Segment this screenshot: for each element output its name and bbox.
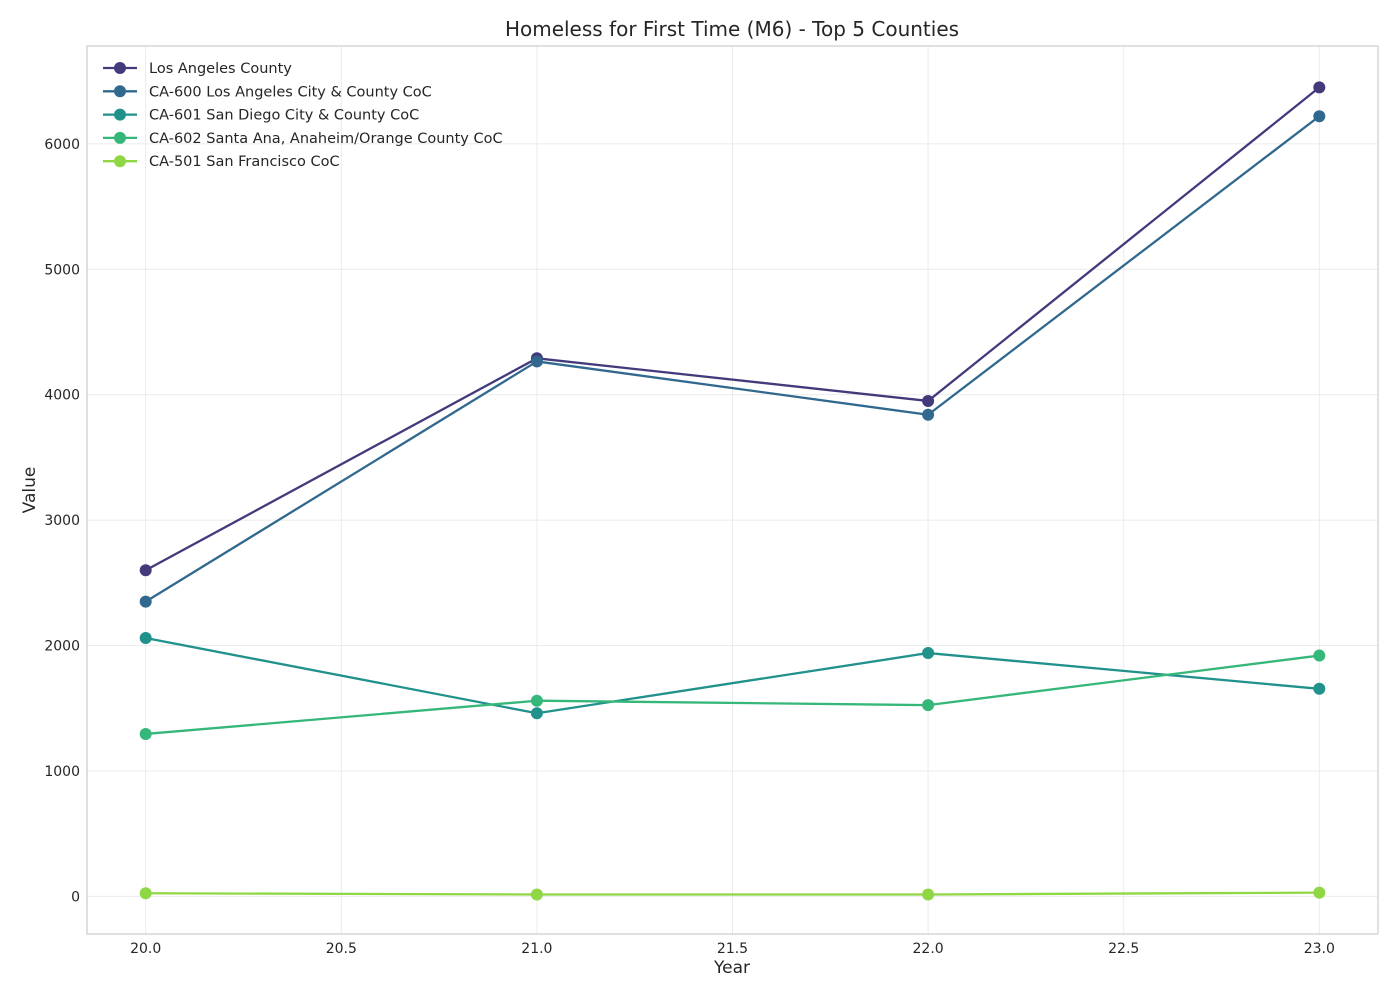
grid xyxy=(87,46,1378,934)
series-layer xyxy=(139,81,1326,901)
x-tick-label: 22.5 xyxy=(1108,941,1139,957)
data-point xyxy=(922,888,935,901)
x-axis-label: Year xyxy=(713,958,750,978)
legend-item: Los Angeles County xyxy=(103,61,292,77)
y-tick-label: 6000 xyxy=(44,137,80,153)
y-axis-label: Value xyxy=(20,467,40,514)
y-tick-label: 5000 xyxy=(44,262,80,278)
series-line xyxy=(145,654,1320,736)
legend-item: CA-602 Santa Ana, Anaheim/Orange County … xyxy=(103,131,503,147)
series-3 xyxy=(139,632,1326,720)
data-point xyxy=(139,632,152,644)
legend-marker xyxy=(114,85,126,98)
legend-marker xyxy=(114,62,126,74)
data-point xyxy=(922,408,935,421)
series-line xyxy=(145,86,1321,572)
y-tick-label: 4000 xyxy=(44,388,80,404)
series-2 xyxy=(139,110,1326,608)
x-tick-label: 22.0 xyxy=(913,941,944,957)
legend-label: CA-602 Santa Ana, Anaheim/Orange County … xyxy=(149,131,503,147)
series-line xyxy=(145,636,1320,715)
data-point xyxy=(530,707,543,720)
data-point xyxy=(922,647,935,660)
chart-title: Homeless for First Time (M6) - Top 5 Cou… xyxy=(505,17,959,41)
data-point xyxy=(1313,886,1326,899)
x-tick-label: 20.5 xyxy=(326,941,357,957)
tick-labels: 20.0 20.5 21.0 21.5 22.0 22.5 23.0 0 1000 2000 300… xyxy=(44,137,1335,957)
legend-marker xyxy=(114,131,126,144)
data-point xyxy=(530,694,543,707)
data-point xyxy=(139,564,152,577)
x-tick-label: 21.5 xyxy=(717,941,748,957)
data-point xyxy=(530,888,543,901)
legend-item: CA-501 San Francisco CoC xyxy=(103,154,340,170)
legend-item: CA-601 San Diego City & County CoC xyxy=(103,108,419,124)
series-line xyxy=(145,891,1320,896)
data-point xyxy=(139,595,152,608)
data-point xyxy=(139,727,152,740)
x-tick-label: 20.0 xyxy=(130,941,161,957)
legend-label: CA-501 San Francisco CoC xyxy=(149,154,340,170)
y-tick-label: 0 xyxy=(71,889,80,905)
x-tick-label: 21.0 xyxy=(521,941,552,957)
series-line xyxy=(145,115,1321,603)
legend-label: CA-601 San Diego City & County CoC xyxy=(149,108,419,124)
plot-frame xyxy=(86,45,1379,935)
data-point xyxy=(922,394,935,407)
data-point xyxy=(1313,81,1326,94)
y-tick-label: 3000 xyxy=(44,513,80,529)
series-4 xyxy=(139,649,1326,740)
data-point xyxy=(1313,110,1326,123)
legend-marker xyxy=(114,155,126,168)
legend-label: CA-600 Los Angeles City & County CoC xyxy=(149,84,432,100)
data-point xyxy=(922,699,935,712)
data-point xyxy=(1313,682,1326,695)
data-point xyxy=(1313,649,1326,662)
legend-label: Los Angeles County xyxy=(149,61,292,77)
legend-item: CA-600 Los Angeles City & County CoC xyxy=(103,84,432,100)
x-tick-label: 23.0 xyxy=(1304,941,1335,957)
series-5 xyxy=(139,886,1326,901)
y-tick-label: 2000 xyxy=(44,639,80,655)
legend: Los Angeles County CA-600 Los Angeles Cit… xyxy=(103,61,503,170)
data-point xyxy=(530,355,543,368)
legend-marker xyxy=(114,108,126,121)
y-tick-label: 1000 xyxy=(44,764,80,780)
data-point xyxy=(139,887,152,900)
